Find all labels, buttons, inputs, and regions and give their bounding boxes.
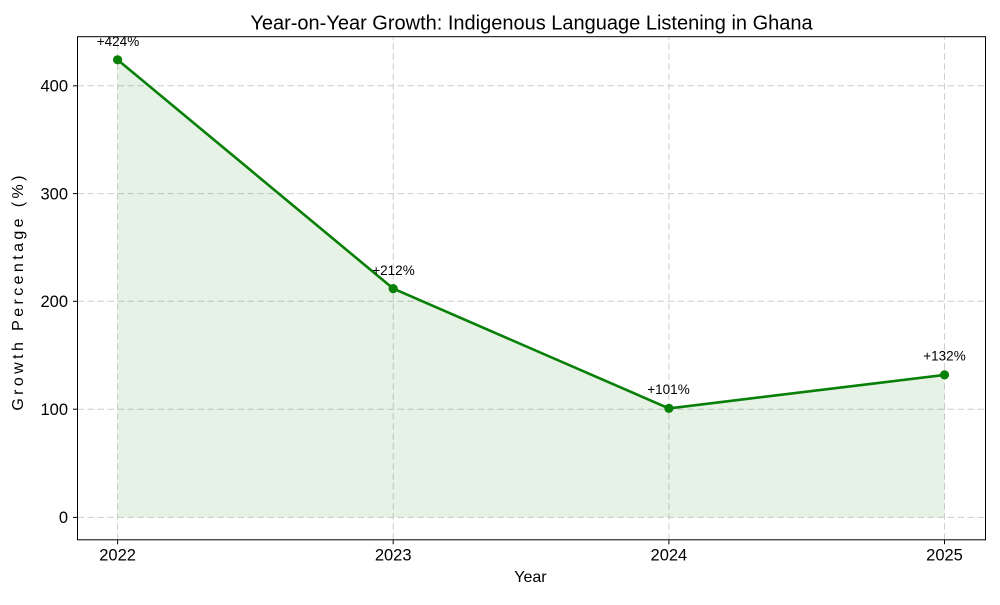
svg-text:2025: 2025 — [926, 547, 963, 565]
svg-text:+212%: +212% — [372, 263, 414, 278]
svg-text:Growth Percentage (%): Growth Percentage (%) — [10, 172, 27, 411]
svg-text:Year: Year — [514, 569, 547, 586]
svg-text:Year-on-Year Growth: Indigenou: Year-on-Year Growth: Indigenous Language… — [250, 13, 813, 35]
svg-text:+101%: +101% — [647, 382, 689, 397]
svg-text:100: 100 — [40, 401, 68, 419]
svg-text:400: 400 — [40, 78, 68, 96]
svg-text:2023: 2023 — [375, 547, 412, 565]
svg-text:0: 0 — [59, 509, 68, 527]
svg-text:+424%: +424% — [97, 34, 139, 49]
svg-text:2022: 2022 — [99, 547, 136, 565]
svg-text:+132%: +132% — [923, 348, 965, 363]
svg-text:2024: 2024 — [651, 547, 688, 565]
svg-text:300: 300 — [40, 185, 68, 203]
svg-text:200: 200 — [40, 293, 68, 311]
